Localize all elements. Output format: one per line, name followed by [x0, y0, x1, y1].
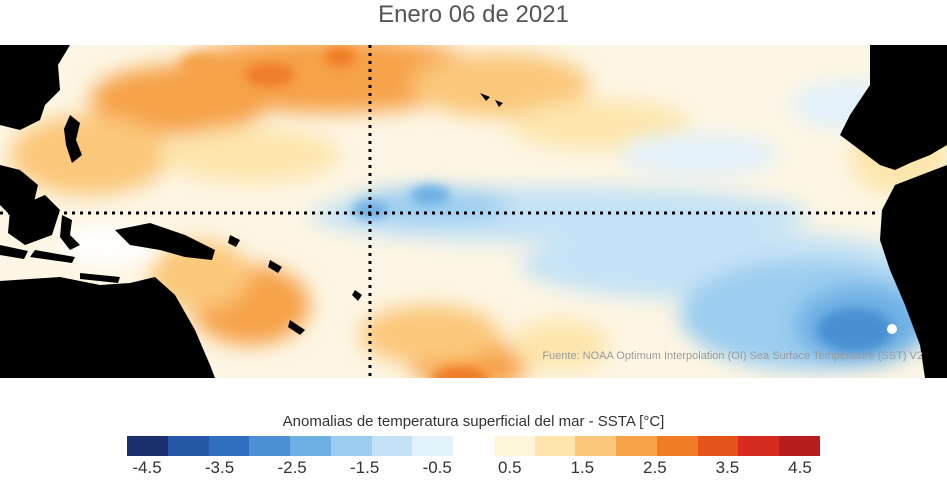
colorbar-label: Anomalias de temperatura superficial del…	[282, 413, 665, 430]
colorbar-segment	[534, 436, 576, 456]
colorbar-tick-label: 1.5	[570, 458, 595, 477]
colorbar-segment	[167, 436, 209, 456]
colorbar-tick-label: -0.5	[422, 458, 452, 477]
colorbar-segment	[208, 436, 250, 456]
colorbar-tick-label: -3.5	[204, 458, 235, 477]
colorbar-tick-label: -4.5	[132, 458, 162, 477]
land-masses	[0, 45, 947, 378]
colorbar-segment	[493, 436, 535, 456]
sst-anomaly-map	[0, 45, 947, 378]
colorbar-segment	[779, 436, 821, 456]
colorbar-segment	[616, 436, 657, 456]
colorbar-segment	[575, 436, 617, 456]
colorbar-segment	[371, 436, 413, 456]
colorbar-segment	[290, 436, 331, 456]
colorbar-tick-label: -1.5	[350, 458, 380, 477]
colorbar-segment	[738, 436, 780, 456]
colorbar-tick-label: 0.5	[497, 458, 522, 477]
colorbar-segment	[656, 436, 698, 456]
colorbar-tick-label: 4.5	[788, 458, 812, 477]
colorbar-tick-label: -2.5	[277, 458, 307, 477]
colorbar-ticks: -4.5 -3.5 -2.5 -1.5 -0.5 0.5 1.5 2.5 3.5 4.5	[0, 458, 947, 480]
colorbar-segment	[453, 436, 494, 456]
colorbar-segment	[330, 436, 372, 456]
colorbar-tick-label: 2.5	[643, 458, 667, 477]
colorbar-segment	[249, 436, 291, 456]
map-title: Enero 06 de 2021	[378, 1, 569, 28]
colorbar-segment	[412, 436, 454, 456]
colorbar	[127, 436, 821, 456]
colorbar-segment	[127, 436, 168, 456]
colorbar-tick-label: 3.5	[715, 458, 740, 477]
data-source-label: Fuente: NOAA Optimum Interpolation (OI) …	[542, 350, 923, 362]
colorbar-segment	[697, 436, 739, 456]
